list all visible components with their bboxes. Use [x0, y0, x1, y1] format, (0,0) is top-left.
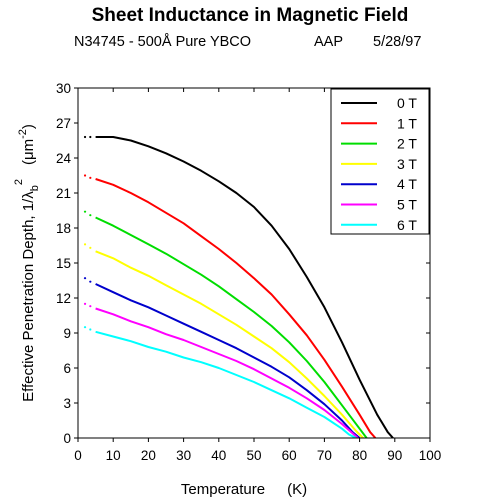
- y-tick-label: 30: [56, 81, 71, 96]
- y-axis-unit-close: ): [20, 124, 37, 129]
- extrapolation-point: [83, 135, 87, 139]
- subtitle-date: 5/28/97: [373, 34, 422, 50]
- y-axis-label-sub: b: [29, 185, 41, 191]
- extrapolation-point: [83, 326, 87, 329]
- x-tick-label: 20: [141, 448, 156, 463]
- extrapolation-point: [83, 174, 87, 177]
- series-layer: [95, 136, 394, 438]
- series-line-3: [95, 250, 364, 438]
- x-tick-label: 60: [282, 448, 297, 463]
- x-tick-label: 30: [176, 448, 191, 463]
- legend-label: 4 T: [397, 176, 417, 192]
- svg-text:Effective Penetration Depth, 1: Effective Penetration Depth, 1/λb2 (μm-2): [13, 124, 41, 402]
- extrapolation-point: [89, 246, 92, 249]
- y-tick-label: 9: [63, 326, 71, 341]
- y-tick-label: 18: [56, 221, 71, 236]
- x-tick-label: 10: [106, 448, 121, 463]
- y-axis-unit-sup: -2: [17, 129, 29, 139]
- extrapolation-point: [89, 280, 92, 283]
- y-tick-label: 15: [56, 256, 71, 271]
- series-line-1: [95, 178, 377, 438]
- extrapolation-point: [89, 135, 92, 139]
- y-tick-label: 27: [56, 116, 71, 131]
- x-tick-label: 80: [352, 448, 367, 463]
- chart-title: Sheet Inductance in Magnetic Field: [91, 5, 409, 26]
- series-line-4: [95, 283, 361, 438]
- x-tick-label: 100: [419, 448, 442, 463]
- legend-label: 1 T: [397, 115, 417, 131]
- subtitle-sample: N34745 - 500Å Pure YBCO: [74, 34, 252, 50]
- x-tick-label: 70: [317, 448, 332, 463]
- series-line-0: [95, 136, 394, 438]
- series-line-2: [95, 216, 368, 438]
- y-axis-label-sup: 2: [13, 179, 25, 185]
- y-axis-label: Effective Penetration Depth, 1/λb2 (μm-2): [13, 124, 41, 402]
- extrapolation-point: [89, 214, 92, 217]
- legend-box: [330, 88, 430, 235]
- extrapolation-point: [83, 210, 87, 213]
- y-axis-label-main: Effective Penetration Depth, 1/λ: [20, 191, 37, 402]
- y-axis-unit: (μm: [20, 139, 37, 165]
- legend-label: 6 T: [397, 217, 417, 233]
- extrapolation-point: [83, 277, 87, 280]
- extrapolation-point: [89, 176, 92, 179]
- x-axis: 0 10 20 30 40 50 60 70 80 90 100: [74, 88, 441, 463]
- extrapolation-layer: [83, 135, 92, 331]
- x-tick-label: 50: [246, 448, 261, 463]
- legend-label: 2 T: [397, 136, 417, 152]
- legend-label: 3 T: [397, 156, 417, 172]
- y-tick-label: 12: [56, 291, 71, 306]
- y-tick-label: 24: [56, 151, 72, 166]
- extrapolation-point: [83, 302, 87, 305]
- series-line-6: [95, 330, 357, 438]
- legend-label: 5 T: [397, 197, 417, 213]
- legend-label: 0 T: [397, 95, 417, 111]
- y-tick-label: 21: [56, 186, 71, 201]
- extrapolation-point: [89, 328, 92, 331]
- series-line-5: [95, 307, 359, 438]
- subtitle-author: AAP: [314, 34, 344, 50]
- y-tick-label: 3: [63, 396, 71, 411]
- y-tick-label: 6: [63, 361, 71, 376]
- y-tick-label: 0: [63, 431, 71, 446]
- legend: 0 T 1 T 2 T 3 T 4 T 5 T 6 T: [330, 88, 430, 235]
- x-tick-label: 0: [74, 448, 82, 463]
- x-axis-label: Temperature (K): [181, 481, 307, 498]
- extrapolation-point: [83, 243, 87, 246]
- x-tick-label: 40: [211, 448, 226, 463]
- x-tick-label: 90: [387, 448, 402, 463]
- extrapolation-point: [89, 305, 92, 308]
